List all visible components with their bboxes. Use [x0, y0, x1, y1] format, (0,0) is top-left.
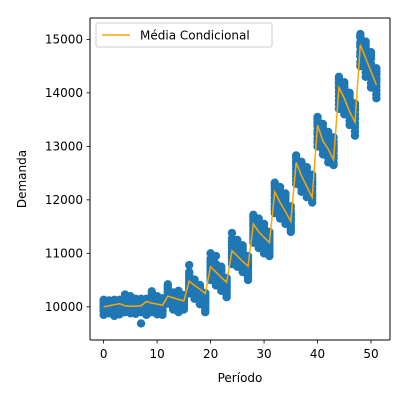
legend-entry-media-condicional: Média Condicional — [140, 29, 250, 43]
scatter-point — [227, 228, 237, 238]
scatter-point — [372, 67, 381, 76]
scatter-point — [340, 83, 349, 92]
x-tick-label: 40 — [310, 347, 325, 361]
y-tick-label: 11000 — [45, 247, 83, 261]
y-axis-label: Demanda — [15, 150, 29, 208]
scatter-point — [372, 90, 381, 99]
scatter-point — [265, 227, 274, 237]
scatter-point — [372, 82, 381, 91]
scatter-point — [329, 142, 338, 151]
legend-frame — [95, 22, 273, 48]
scatter-point — [238, 241, 247, 250]
scatter-point — [350, 127, 360, 136]
x-axis-label: Período — [218, 371, 263, 385]
y-tick-label: 13000 — [45, 140, 83, 154]
x-tick-label: 30 — [256, 347, 271, 361]
y-tick-label: 15000 — [45, 33, 83, 47]
scatter-point — [281, 189, 290, 198]
scatter-point — [329, 158, 338, 167]
scatter-point — [345, 94, 354, 103]
scatter-point — [217, 262, 226, 271]
scatter-point — [211, 251, 221, 261]
scatter-point — [136, 319, 146, 328]
x-tick-label: 10 — [149, 347, 164, 361]
scatter-point — [243, 251, 253, 261]
scatter-point — [147, 287, 156, 296]
scatter-point — [185, 260, 194, 270]
axes-spines — [89, 17, 391, 341]
x-axis-ticks: 0 10 20 30 40 50 — [100, 340, 379, 361]
legend: Média Condicional — [95, 22, 273, 48]
scatter-point — [350, 104, 360, 114]
scatter-point — [163, 282, 173, 291]
scatter-point — [185, 270, 194, 279]
scatter-point — [259, 219, 269, 229]
scatter-point — [356, 31, 365, 41]
scatter-point — [275, 182, 285, 192]
line-series-media-condicional — [103, 44, 378, 308]
x-tick-label: 20 — [203, 347, 218, 361]
scatter-point — [286, 202, 295, 211]
scatter-point — [190, 275, 199, 284]
x-tick-label: 0 — [100, 347, 108, 361]
y-tick-label: 12000 — [45, 193, 83, 207]
y-tick-label: 14000 — [45, 86, 83, 100]
scatter-point — [366, 51, 376, 60]
scatter-point — [254, 214, 263, 223]
scatter-point — [281, 195, 290, 204]
line-layer — [103, 44, 378, 308]
scatter-point — [233, 235, 242, 245]
x-tick-label: 50 — [363, 347, 378, 361]
plot-area — [90, 18, 390, 340]
y-axis-ticks: 10000 11000 12000 13000 14000 15000 — [45, 33, 90, 314]
y-tick-label: 10000 — [45, 300, 83, 314]
scatter-point — [361, 40, 370, 49]
scatter-point — [307, 179, 317, 189]
